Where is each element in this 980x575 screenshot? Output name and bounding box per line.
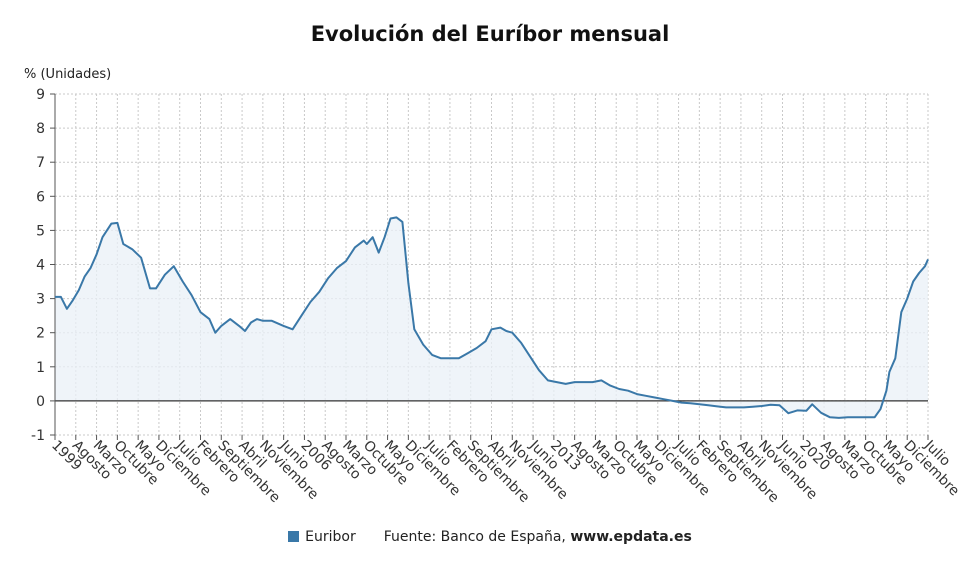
- chart-legend: Euribor Fuente: Banco de España, www.epda…: [0, 529, 980, 545]
- y-tick-label: 3: [36, 292, 45, 308]
- y-tick-label: 2: [36, 326, 45, 342]
- y-tick-label: 4: [36, 258, 45, 274]
- series-line-euribor: [55, 216, 929, 419]
- legend-item-euribor: Euribor: [305, 529, 356, 545]
- y-tick-label: 1: [36, 360, 45, 376]
- y-tick-label: 5: [36, 223, 45, 239]
- source-link[interactable]: www.epdata.es: [570, 529, 692, 545]
- y-axis-unit-label: % (Unidades): [24, 67, 112, 82]
- y-axis-ticks: -1 0 1 2 3 4 5 6 7 8 9: [31, 87, 55, 444]
- y-tick-label: 6: [36, 189, 45, 205]
- legend-swatch: [288, 531, 300, 542]
- y-tick-label: 0: [36, 394, 45, 410]
- y-tick-label: -1: [31, 428, 45, 444]
- x-axis-ticks: 1999AgostoMarzoOctubreMayoDiciembreJulio…: [48, 435, 962, 506]
- source-text: Fuente: Banco de España,: [383, 529, 571, 545]
- chart-title: Evolución del Euríbor mensual: [310, 22, 670, 46]
- y-tick-label: 9: [36, 87, 45, 103]
- y-tick-label: 8: [36, 121, 45, 137]
- series-area-fill: [55, 217, 928, 418]
- y-tick-label: 7: [36, 155, 45, 171]
